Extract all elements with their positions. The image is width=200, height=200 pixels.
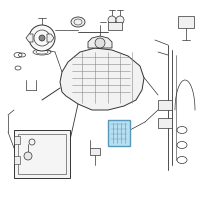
Polygon shape <box>60 48 144 110</box>
Bar <box>108 120 130 146</box>
Circle shape <box>24 152 32 160</box>
Circle shape <box>108 16 116 24</box>
Bar <box>18 134 66 174</box>
Polygon shape <box>88 36 112 48</box>
Polygon shape <box>26 34 33 42</box>
Bar <box>158 118 172 128</box>
Bar <box>90 148 100 155</box>
Ellipse shape <box>71 17 85 27</box>
Bar <box>158 100 172 110</box>
Circle shape <box>95 38 105 48</box>
Bar <box>14 130 70 178</box>
Polygon shape <box>47 34 54 42</box>
Circle shape <box>39 35 45 41</box>
Circle shape <box>29 25 55 51</box>
Circle shape <box>116 16 124 24</box>
Bar <box>108 22 122 30</box>
Bar <box>14 136 20 144</box>
Bar <box>178 16 194 28</box>
Bar <box>14 156 20 164</box>
